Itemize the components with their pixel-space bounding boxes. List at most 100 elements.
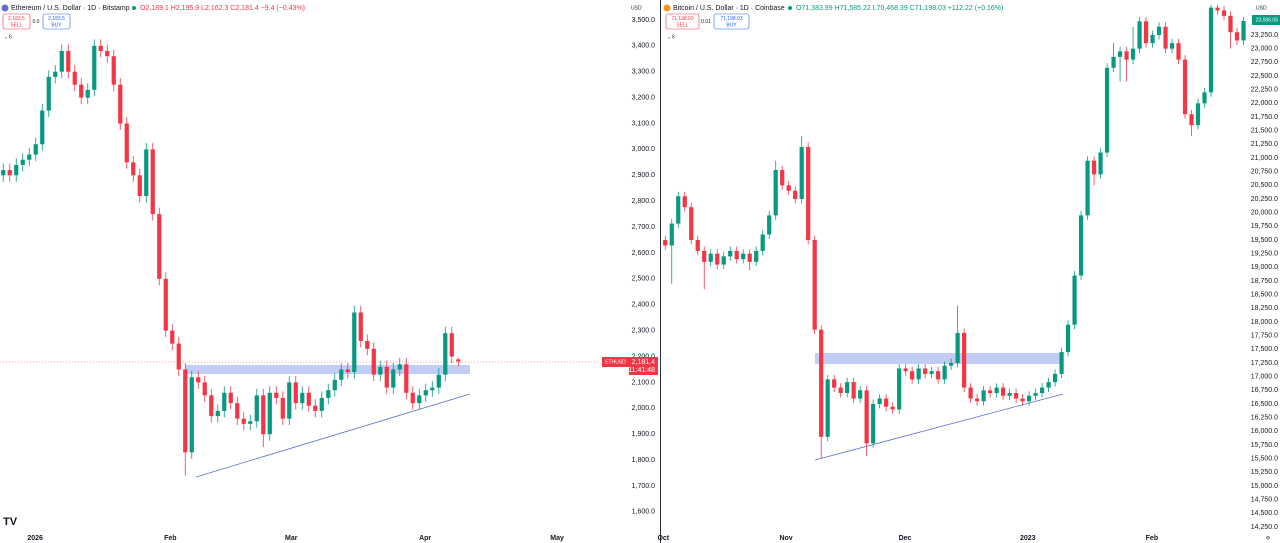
last-price-bg — [629, 357, 658, 375]
candle-body — [780, 170, 785, 186]
candle-body — [144, 149, 149, 196]
candle-body — [702, 250, 707, 262]
candle-body — [1176, 43, 1181, 60]
last-price: 2,181.4 — [632, 359, 655, 366]
candle-body — [877, 398, 882, 404]
symbol-title: Bitcoin / U.S. Dollar · 1D · Coinbase — [673, 5, 785, 12]
candle-body — [923, 368, 928, 374]
sell-button[interactable] — [2, 13, 31, 30]
last-price-bg — [1252, 15, 1280, 25]
sell-button[interactable] — [665, 13, 700, 30]
candle-body — [689, 207, 694, 240]
logo[interactable]: TV — [3, 516, 18, 528]
candle-body — [864, 390, 869, 444]
y-tick-label: 21,000.0 — [1251, 155, 1278, 162]
candle-body — [1020, 398, 1025, 402]
candle-body — [676, 196, 681, 224]
y-tick-label: 2,600.0 — [632, 250, 655, 257]
candle-body — [319, 397, 324, 411]
candle-body — [1163, 26, 1168, 49]
candle-body — [378, 366, 383, 375]
y-tick-label: 14,750.0 — [1251, 497, 1278, 504]
y-tick-label: 22,750.0 — [1251, 59, 1278, 66]
candle-body — [59, 51, 64, 72]
candle-body — [202, 382, 207, 396]
candle-body — [417, 395, 422, 404]
candle-body — [1195, 103, 1201, 126]
candle-body — [1078, 215, 1084, 276]
candle-body — [975, 398, 980, 402]
candle-body — [1182, 59, 1188, 115]
y-tick-label: 2,700.0 — [632, 224, 655, 231]
candle-body — [66, 51, 71, 72]
x-tick-label: 2023 — [1020, 535, 1036, 542]
candle-body — [1052, 373, 1058, 383]
candle-body — [404, 364, 409, 393]
indicator-toggle[interactable]: ⌄ — [667, 34, 671, 40]
candle-body — [248, 421, 253, 424]
candle-body — [734, 250, 739, 260]
buy-button[interactable] — [713, 13, 750, 30]
y-tick-label: 20,750.0 — [1251, 168, 1278, 175]
candle-body — [845, 382, 850, 394]
candle-body — [981, 390, 986, 402]
candle-body — [423, 390, 428, 396]
y-tick-label: 2,100.0 — [632, 379, 655, 386]
candle-body — [436, 374, 441, 388]
candle-body — [176, 343, 181, 370]
candle-body — [708, 253, 713, 262]
y-tick-label: 19,250.0 — [1251, 251, 1278, 258]
candle-body — [254, 395, 259, 422]
countdown: 11:41:48 — [628, 367, 655, 374]
candle-body — [793, 190, 798, 199]
y-tick-label: 18,000.0 — [1251, 319, 1278, 326]
y-tick-label: 3,100.0 — [632, 120, 655, 127]
y-tick-label: 19,500.0 — [1251, 237, 1278, 244]
y-tick-label: 2,800.0 — [632, 198, 655, 205]
candle-body — [280, 397, 285, 419]
y-tick-label: 1,600.0 — [632, 509, 655, 516]
spread: 0.01 — [701, 19, 711, 25]
candle-body — [871, 403, 876, 444]
candle-body — [449, 333, 454, 357]
candle-body — [228, 392, 233, 404]
marks: 1,600.0 1,700.0 1,800.0 1,900.0 2,000.0 2,100… — [1, 4, 1278, 542]
candle-body — [27, 154, 32, 160]
candle-body — [1228, 15, 1233, 33]
candle-body — [1065, 324, 1071, 353]
y-tick-label: 2,300.0 — [632, 327, 655, 334]
candle-body — [695, 239, 700, 251]
ohlc-text: O2,189.1 H2,195.9 L2,162.3 C2,181.4 −9.4… — [140, 5, 305, 12]
y-tick-label: 16,000.0 — [1251, 428, 1278, 435]
x-tick-label: Dec — [899, 535, 912, 542]
y-tick-label: 22,000.0 — [1251, 100, 1278, 107]
y-tick-label: 19,750.0 — [1251, 223, 1278, 230]
y-tick-label: 15,000.0 — [1251, 483, 1278, 490]
sell-label: SELL — [676, 22, 688, 28]
candle-body — [332, 379, 337, 391]
buy-button[interactable] — [42, 13, 71, 30]
candle-body — [838, 387, 843, 394]
candle-body — [98, 45, 103, 52]
settings-icon[interactable]: ⚙ — [1266, 535, 1271, 541]
y-tick-label: 20,500.0 — [1251, 182, 1278, 189]
indicator-count[interactable]: 6 — [672, 34, 675, 40]
candle-body — [170, 330, 175, 344]
candle-body — [897, 368, 902, 410]
indicator-toggle[interactable]: ⌄ — [4, 34, 8, 40]
candle-body — [851, 382, 856, 399]
candle-body — [1169, 43, 1175, 49]
candle-body — [1124, 51, 1129, 60]
candle-body — [806, 147, 811, 240]
candle-body — [1221, 10, 1227, 16]
y-tick-label: 23,250.0 — [1251, 32, 1278, 39]
trend-line — [195, 393, 471, 478]
candle-body — [669, 223, 674, 246]
indicator-count[interactable]: 6 — [9, 34, 12, 40]
candle-body — [1026, 395, 1032, 402]
y-tick-label: 1,900.0 — [632, 431, 655, 438]
candle-body — [819, 329, 824, 437]
candle-body — [825, 379, 830, 437]
